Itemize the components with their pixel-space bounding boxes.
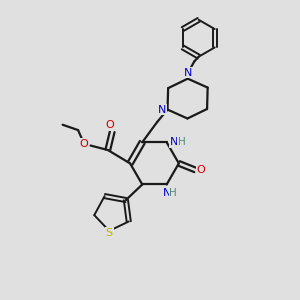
Text: O: O <box>197 165 206 175</box>
Text: N: N <box>170 137 178 147</box>
Text: O: O <box>80 139 88 149</box>
Text: N: N <box>163 188 171 198</box>
Text: H: H <box>178 137 186 147</box>
Text: H: H <box>169 188 177 198</box>
Text: N: N <box>158 105 166 115</box>
Text: S: S <box>106 228 113 238</box>
Text: N: N <box>184 68 192 78</box>
Text: O: O <box>106 120 114 130</box>
